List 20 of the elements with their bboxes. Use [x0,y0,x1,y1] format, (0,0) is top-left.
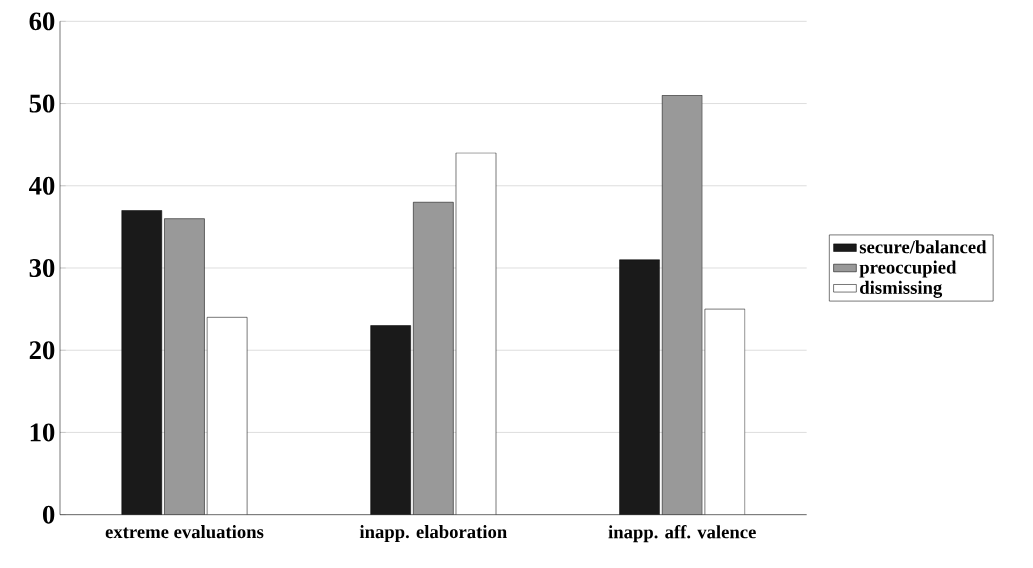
bar [121,210,162,515]
bar [704,308,746,515]
bar [206,317,248,515]
legend-label: secure/balanced [859,240,987,254]
bar [661,95,703,515]
y-tick-label: 30 [29,259,55,277]
y-tick-label: 0 [42,505,55,524]
y-tick-label: 40 [28,176,55,195]
bar [370,325,411,515]
bar [619,259,660,515]
x-tick-label: inapp. elaboration [359,525,507,542]
y-tick-label: 50 [29,94,55,113]
x-tick-label: extreme evaluations [105,525,264,539]
y-tick-label: 60 [29,12,55,31]
bar [164,218,205,515]
legend-label: dismissing [860,280,943,298]
y-tick-label: 10 [30,423,55,442]
legend-label: preoccupied [859,260,957,278]
x-tick-label: inapp. aff. valence [608,525,756,543]
y-tick-label: 20 [29,341,55,360]
